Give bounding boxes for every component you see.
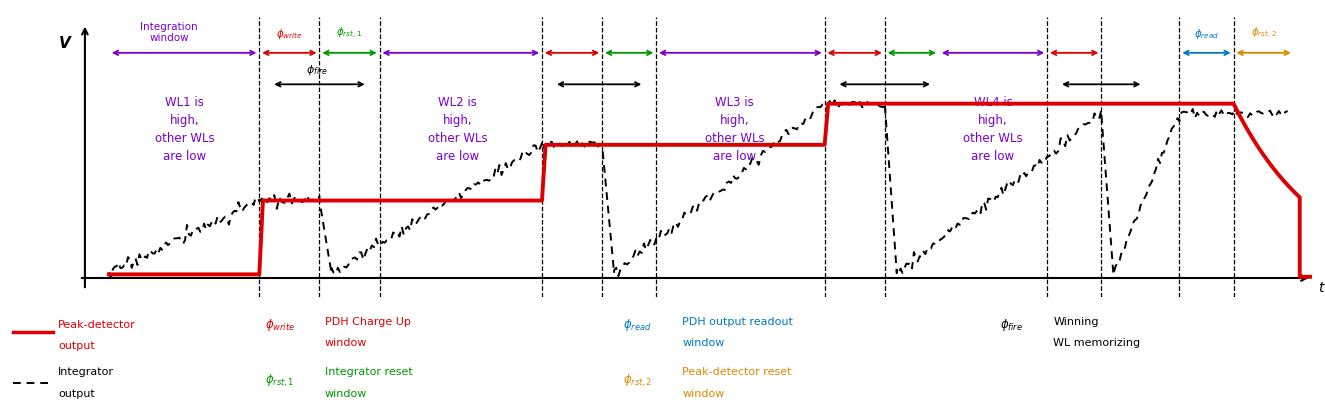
Text: WL1 is
high,
other WLs
are low: WL1 is high, other WLs are low — [155, 96, 215, 164]
Text: $\phi_{fire}$: $\phi_{fire}$ — [306, 63, 329, 77]
Text: $\phi_{rst,1}$: $\phi_{rst,1}$ — [265, 373, 294, 389]
Text: PDH Charge Up: PDH Charge Up — [325, 317, 411, 327]
Text: WL3 is
high,
other WLs
are low: WL3 is high, other WLs are low — [705, 96, 765, 164]
Text: $\phi_{rst,2}$: $\phi_{rst,2}$ — [623, 373, 652, 389]
Text: window: window — [682, 338, 725, 348]
Text: Integrator: Integrator — [58, 367, 114, 377]
Text: Integrator reset: Integrator reset — [325, 367, 412, 377]
Text: output: output — [58, 389, 95, 399]
Text: WL4 is
high,
other WLs
are low: WL4 is high, other WLs are low — [963, 96, 1023, 164]
Text: Peak-detector reset: Peak-detector reset — [682, 367, 792, 377]
Text: window: window — [325, 389, 367, 399]
Text: $\phi_{rst,1}$: $\phi_{rst,1}$ — [337, 26, 363, 41]
Text: $\phi_{write}$: $\phi_{write}$ — [265, 317, 295, 333]
Text: t: t — [1318, 281, 1324, 295]
Text: $\phi_{read}$: $\phi_{read}$ — [1194, 27, 1219, 41]
Text: $\phi_{read}$: $\phi_{read}$ — [623, 317, 652, 333]
Text: output: output — [58, 342, 95, 351]
Text: $\phi_{fire}$: $\phi_{fire}$ — [1000, 317, 1023, 333]
Text: Integration
window: Integration window — [140, 21, 197, 43]
Text: WL2 is
high,
other WLs
are low: WL2 is high, other WLs are low — [428, 96, 488, 164]
Text: V: V — [58, 36, 70, 51]
Text: PDH output readout: PDH output readout — [682, 317, 794, 327]
Text: window: window — [682, 389, 725, 399]
Text: Winning: Winning — [1053, 317, 1098, 327]
Text: $\phi_{rst,2}$: $\phi_{rst,2}$ — [1251, 26, 1277, 41]
Text: window: window — [325, 338, 367, 348]
Text: Peak-detector: Peak-detector — [58, 320, 136, 330]
Text: WL memorizing: WL memorizing — [1053, 338, 1141, 348]
Text: $\phi_{write}$: $\phi_{write}$ — [276, 27, 303, 41]
